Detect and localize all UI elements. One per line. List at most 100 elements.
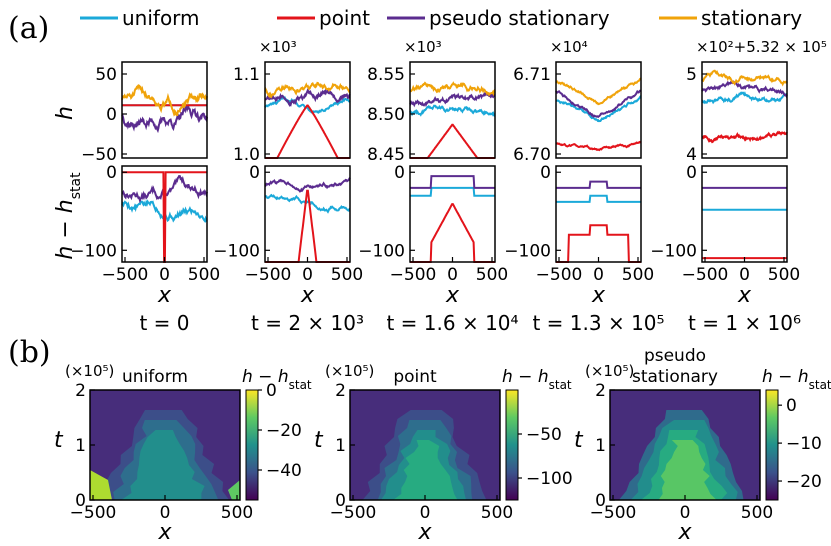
y-scale-label: (×10⁵) — [585, 362, 634, 380]
heatmap-title: point — [393, 367, 437, 387]
ytick-label-bottom: 0 — [249, 163, 260, 183]
xtick-label: −500 — [245, 265, 292, 285]
colorbar-tick-label: −20 — [786, 472, 822, 492]
xtick-label: −500 — [102, 265, 149, 285]
ytick-label: 2 — [75, 381, 86, 401]
colorbar-tick-label: 0 — [266, 381, 277, 401]
axes-bottom-4 — [701, 165, 788, 263]
series-point-top-3 — [555, 140, 642, 152]
xtick-label: 0 — [420, 503, 431, 523]
xtick-label: 500 — [481, 503, 513, 523]
ytick-label: 1 — [335, 436, 346, 456]
y-scale-label: (×10⁵) — [65, 362, 114, 380]
heatmap-title: uniform — [122, 367, 188, 387]
subplot-column-3: 6.71 6.70 ×10⁴ 0 −100 −500 0 500 x t = 1.3 × 10⁵ — [504, 38, 664, 335]
ytick-label-top: 4 — [686, 145, 697, 165]
ytick-label-top: 8.50 — [367, 105, 405, 125]
ytick-label: 0 — [595, 491, 606, 511]
colorbar-tick-label: −10 — [786, 434, 822, 454]
colorbar-tick-label: 0 — [786, 396, 797, 416]
xtick-label: 500 — [622, 265, 654, 285]
xtick-label: −500 — [682, 265, 729, 285]
colorbar-tick-label: −100 — [526, 469, 573, 489]
ytick-label-bottom: −100 — [358, 241, 405, 261]
series-point-bottom-0 — [122, 171, 207, 263]
series-uniform-bottom-3 — [556, 194, 641, 203]
xaxis-label: x — [300, 283, 315, 308]
ytick-label-top: 1.0 — [233, 145, 260, 165]
legend: uniform point pseudo stationary stationa… — [80, 6, 802, 30]
yaxis-label: t — [54, 428, 64, 453]
xaxis-label: x — [157, 283, 172, 308]
subplot-column-1: 1.1 1.0 ×10³ 0 −100 −500 0 500 x t = 2 × 10³ — [213, 38, 364, 335]
time-label: t = 0 — [139, 311, 189, 335]
xaxis-label: x — [157, 520, 172, 545]
series-pseudo-stationary-bottom-3 — [556, 180, 641, 189]
ytick-label-bottom: 0 — [540, 163, 551, 183]
heatmap-region — [658, 440, 717, 500]
series-uniform-top-3 — [556, 95, 642, 123]
ytick-label-bottom: 0 — [686, 163, 697, 183]
ytick-label-bottom: 0 — [106, 163, 117, 183]
colorbar-tick-label: −50 — [526, 425, 562, 445]
heatmap-title-line1: pseudo — [644, 346, 706, 366]
ytick-label-top: 8.45 — [367, 145, 405, 165]
xtick-label: 500 — [221, 503, 253, 523]
heatmap-region — [393, 440, 458, 500]
ytick-label: 0 — [335, 491, 346, 511]
series-pseudo-stationary-top-4 — [701, 80, 788, 99]
ytick-label: 2 — [595, 381, 606, 401]
ylabel-top: h — [53, 106, 78, 120]
series-pseudo-stationary-top-3 — [555, 89, 642, 119]
xaxis-label: x — [591, 283, 606, 308]
xtick-label: 0 — [680, 503, 691, 523]
xtick-label: 500 — [476, 265, 508, 285]
series-point-top-2 — [410, 123, 495, 159]
axes-top-4 — [701, 61, 788, 159]
series-uniform-top-1 — [264, 95, 351, 114]
axes-top-0 — [121, 61, 208, 159]
legend-label-uniform: uniform — [122, 6, 200, 30]
panel-label-b: (b) — [8, 335, 51, 370]
axes-top-2 — [409, 61, 496, 159]
offset-label: ×10³ — [404, 38, 442, 56]
offset-label: ×10³ — [259, 38, 297, 56]
ytick-label: 2 — [335, 381, 346, 401]
colorbar — [765, 389, 779, 501]
heatmap-region — [90, 470, 112, 500]
ytick-label-top: 5 — [686, 65, 697, 85]
legend-label-pseudo-stationary: pseudo stationary — [429, 6, 610, 30]
axes-top-3 — [555, 61, 642, 159]
ytick-label: 0 — [75, 491, 86, 511]
colorbar — [505, 389, 519, 501]
yaxis-label: t — [574, 428, 584, 453]
time-label: t = 1.6 × 10⁴ — [386, 311, 518, 335]
legend-label-point: point — [319, 6, 370, 30]
xtick-label: 0 — [160, 503, 171, 523]
xtick-label: −500 — [70, 503, 117, 523]
axes-top-1 — [264, 61, 351, 159]
series-stationary-top-4 — [701, 69, 788, 87]
series-pseudo-stationary-bottom-1 — [264, 177, 351, 193]
ytick-label: 1 — [75, 436, 86, 456]
heatmap-region — [121, 430, 205, 500]
ytick-label-bottom: 0 — [394, 163, 405, 183]
offset-label: ×10²+5.32 × 10⁵ — [696, 38, 827, 56]
xaxis-label: x — [677, 520, 692, 545]
series-uniform-top-4 — [701, 91, 788, 105]
colorbar-label: h − hstat — [242, 367, 312, 392]
series-stationary-top-0 — [121, 84, 208, 117]
ytick-label-top: 0 — [106, 105, 117, 125]
ytick-label-top: 8.55 — [367, 65, 405, 85]
y-scale-label: (×10⁵) — [325, 362, 374, 380]
ytick-label-bottom: −100 — [70, 241, 117, 261]
ytick-label: 1 — [595, 436, 606, 456]
colorbar — [245, 389, 259, 501]
ytick-label-top: 6.70 — [513, 145, 551, 165]
ytick-label-top: 6.71 — [513, 65, 551, 85]
axes-bottom-1 — [264, 165, 351, 263]
